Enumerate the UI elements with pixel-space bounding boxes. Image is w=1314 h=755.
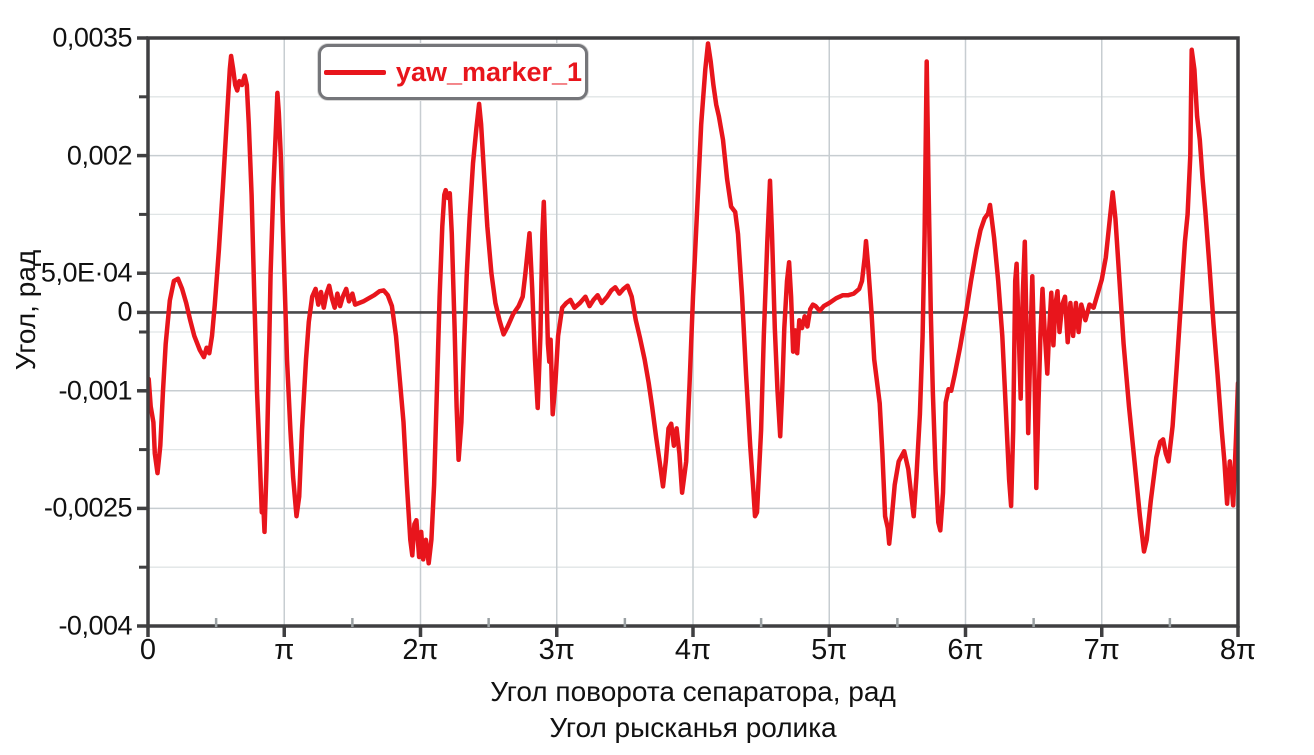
y-axis-title: Угол, рад: [10, 250, 42, 370]
x-axis-caption-line2: Угол рысканья ролика: [549, 712, 837, 743]
x-tick-label-5: 5π: [811, 634, 848, 666]
y-axis-title-text: Угол, рад: [10, 249, 41, 371]
series-curve-yaw_marker_1: [148, 41, 1238, 566]
y-tick-label-0: 0,0035: [52, 22, 132, 53]
x-tick-label-7: 7π: [1083, 634, 1120, 666]
y-tick-label-3: 0: [117, 296, 132, 327]
x-tick-label-1: π: [274, 634, 295, 666]
y-tick-label-1: 0,002: [66, 140, 133, 171]
legend-series-label: yaw_marker_1: [395, 56, 583, 87]
legend-line-sample: [323, 69, 386, 75]
y-tick-label-5: -0,0025: [43, 492, 133, 523]
y-tick-label-6: -0,004: [58, 610, 132, 641]
x-tick-label-2: 2π: [402, 634, 439, 666]
y-tick-label-2: 5,0E·04: [40, 257, 133, 288]
x-tick-label-8: 8π: [1219, 634, 1257, 666]
x-tick-label-3: 3π: [538, 634, 575, 666]
x-axis-caption-line1: Угол поворота сепаратора, рад: [490, 676, 896, 707]
y-tick-label-4: -0,001: [58, 375, 132, 406]
x-tick-label-0: 0: [139, 634, 157, 666]
x-tick-label-6: 6π: [947, 634, 984, 666]
legend-box: yaw_marker_1: [318, 44, 588, 100]
x-tick-label-4: 4π: [674, 634, 712, 666]
